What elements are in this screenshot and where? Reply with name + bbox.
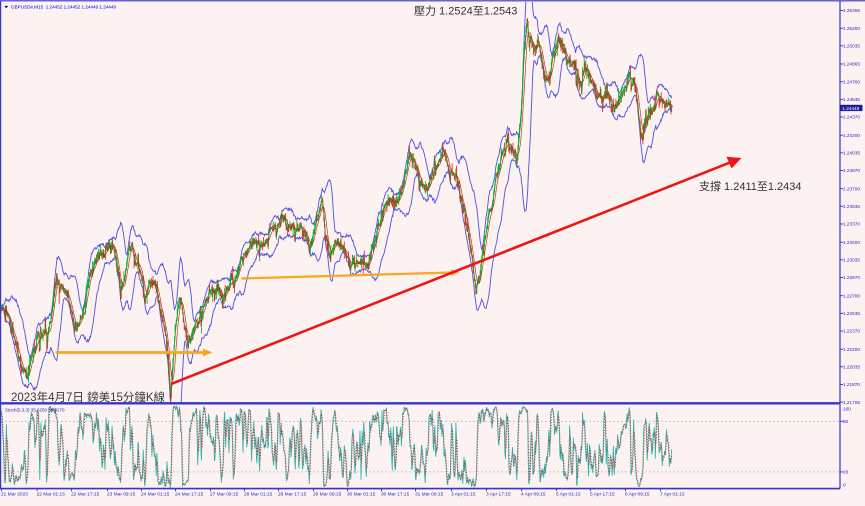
svg-text:1.22535: 1.22535 xyxy=(843,311,860,316)
svg-text:23 Mar 09:15: 23 Mar 09:15 xyxy=(107,492,136,498)
svg-text:1.21870: 1.21870 xyxy=(843,382,860,387)
svg-text:1.22870: 1.22870 xyxy=(843,275,860,280)
svg-text:1.21705: 1.21705 xyxy=(843,400,860,405)
svg-text:3 Apr 01:15: 3 Apr 01:15 xyxy=(451,492,476,498)
svg-text:27 Mar 09:15: 27 Mar 09:15 xyxy=(210,492,239,498)
svg-text:4 Apr 09:15: 4 Apr 09:15 xyxy=(521,492,546,498)
svg-text:1.22700: 1.22700 xyxy=(843,293,860,298)
svg-text:24 Mar 17:15: 24 Mar 17:15 xyxy=(175,492,204,498)
svg-text:1.24700: 1.24700 xyxy=(843,79,860,84)
svg-text:1.22200: 1.22200 xyxy=(843,347,860,352)
svg-text:30 Mar 17:15: 30 Mar 17:15 xyxy=(381,492,410,498)
svg-text:1.22035: 1.22035 xyxy=(843,365,860,370)
svg-text:1.24200: 1.24200 xyxy=(843,133,860,138)
svg-text:28 Mar 01:15: 28 Mar 01:15 xyxy=(244,492,273,498)
svg-text:Stoch(5,3,3) 35.6250 55.9270: Stoch(5,3,3) 35.6250 55.9270 xyxy=(5,407,65,412)
svg-text:1.23035: 1.23035 xyxy=(843,258,860,263)
svg-text:GBPUSD#,M15 1.24452 1.24452 1: GBPUSD#,M15 1.24452 1.24452 1.24449 1.24… xyxy=(11,5,116,10)
svg-text:5 Apr 01:15: 5 Apr 01:15 xyxy=(556,492,581,498)
svg-text:80: 80 xyxy=(843,419,849,424)
svg-text:1.24035: 1.24035 xyxy=(843,151,860,156)
svg-text:1.25200: 1.25200 xyxy=(843,26,860,31)
svg-text:24 Mar 01:15: 24 Mar 01:15 xyxy=(141,492,170,498)
svg-text:6 Apr 09:15: 6 Apr 09:15 xyxy=(625,492,650,498)
svg-text:31 Mar 09:15: 31 Mar 09:15 xyxy=(415,492,444,498)
svg-text:1.22370: 1.22370 xyxy=(843,329,860,334)
svg-text:100: 100 xyxy=(843,407,851,412)
svg-text:1.23370: 1.23370 xyxy=(843,222,860,227)
svg-text:1.24865: 1.24865 xyxy=(843,62,860,67)
svg-text:1.23535: 1.23535 xyxy=(843,204,860,209)
svg-text:28 Mar 17:15: 28 Mar 17:15 xyxy=(278,492,307,498)
svg-text:22 Mar 01:15: 22 Mar 01:15 xyxy=(37,492,66,498)
svg-text:20: 20 xyxy=(843,469,849,474)
svg-text:21 Mar 2023: 21 Mar 2023 xyxy=(1,492,28,498)
svg-text:2023年4月7日 鎊美15分鐘K線: 2023年4月7日 鎊美15分鐘K線 xyxy=(11,390,166,404)
svg-text:7 Apr 01:15: 7 Apr 01:15 xyxy=(660,492,685,498)
svg-text:5 Apr 17:15: 5 Apr 17:15 xyxy=(590,492,615,498)
svg-text:1.24535: 1.24535 xyxy=(843,97,860,102)
svg-text:1.24370: 1.24370 xyxy=(843,115,860,120)
svg-text:0: 0 xyxy=(843,483,846,488)
svg-text:1.23200: 1.23200 xyxy=(843,240,860,245)
svg-text:3 Apr 17:15: 3 Apr 17:15 xyxy=(486,492,511,498)
svg-text:29 Mar 09:15: 29 Mar 09:15 xyxy=(313,492,342,498)
svg-text:壓力 1.2524至1.2543: 壓力 1.2524至1.2543 xyxy=(414,4,517,17)
svg-text:1.24449: 1.24449 xyxy=(842,106,859,111)
svg-text:1.25365: 1.25365 xyxy=(843,8,860,13)
svg-text:30 Mar 01:15: 30 Mar 01:15 xyxy=(347,492,376,498)
svg-text:1.25035: 1.25035 xyxy=(843,44,860,49)
svg-text:22 Mar 17:15: 22 Mar 17:15 xyxy=(71,492,100,498)
svg-text:支撐 1.2411至1.2434: 支撐 1.2411至1.2434 xyxy=(699,179,802,193)
svg-text:1.23700: 1.23700 xyxy=(843,186,860,191)
svg-text:1.23870: 1.23870 xyxy=(843,168,860,173)
